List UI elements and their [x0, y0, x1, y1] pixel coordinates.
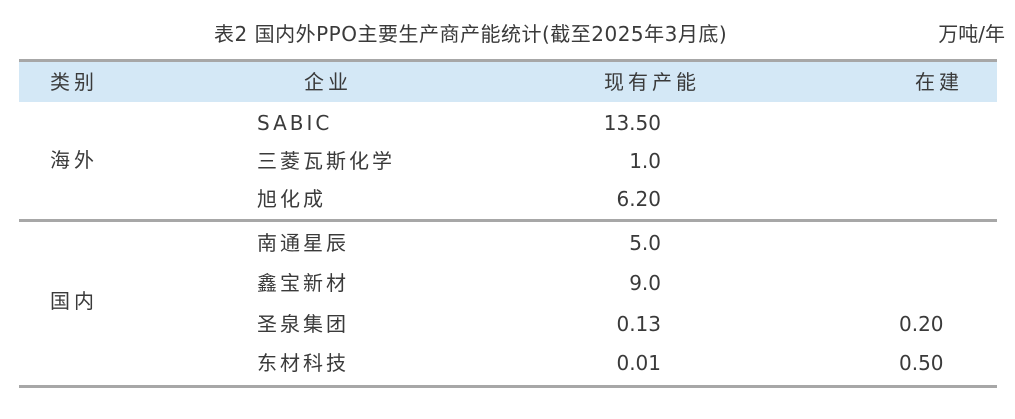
capacity-cell: 0.01	[616, 351, 661, 375]
top-rule	[19, 59, 997, 62]
header-company: 企业	[304, 70, 352, 94]
table-row: 圣泉集团 0.13 0.20	[19, 304, 997, 344]
table-title: 表2 国内外PPO主要生产商产能统计(截至2025年3月底)	[214, 22, 728, 46]
table-row: 南通星辰 5.0	[19, 223, 997, 263]
capacity-cell: 0.13	[616, 312, 661, 336]
table-row: 三菱瓦斯化学 1.0	[19, 141, 997, 181]
company-cell: 旭化成	[257, 187, 326, 211]
bottom-rule	[19, 385, 997, 388]
table-caption: 表2 国内外PPO主要生产商产能统计(截至2025年3月底) 万吨/年	[0, 18, 1015, 50]
capacity-cell: 5.0	[629, 231, 661, 255]
table-row: SABIC 13.50	[19, 103, 997, 143]
unit-label: 万吨/年	[938, 22, 1005, 46]
company-cell: 三菱瓦斯化学	[257, 149, 395, 173]
company-cell: 南通星辰	[257, 231, 349, 255]
company-cell: 圣泉集团	[257, 312, 349, 336]
company-cell: SABIC	[257, 111, 333, 135]
capacity-cell: 1.0	[629, 149, 661, 173]
table-row: 旭化成 6.20	[19, 179, 997, 219]
capacity-cell: 6.20	[616, 187, 661, 211]
header-category: 类别	[50, 70, 98, 94]
header-under-construction: 在建	[915, 70, 963, 94]
table-header: 类别 企业 现有产能 在建	[19, 62, 997, 102]
construction-cell: 0.20	[899, 312, 944, 336]
header-capacity: 现有产能	[604, 70, 700, 94]
company-cell: 东材科技	[257, 351, 349, 375]
group-divider	[19, 219, 997, 222]
group-label-domestic: 国内	[50, 289, 98, 313]
group-label-overseas: 海外	[50, 148, 98, 172]
capacity-cell: 9.0	[629, 271, 661, 295]
construction-cell: 0.50	[899, 351, 944, 375]
table-row: 东材科技 0.01 0.50	[19, 343, 997, 383]
company-cell: 鑫宝新材	[257, 271, 349, 295]
table-row: 鑫宝新材 9.0	[19, 263, 997, 303]
capacity-cell: 13.50	[603, 111, 661, 135]
